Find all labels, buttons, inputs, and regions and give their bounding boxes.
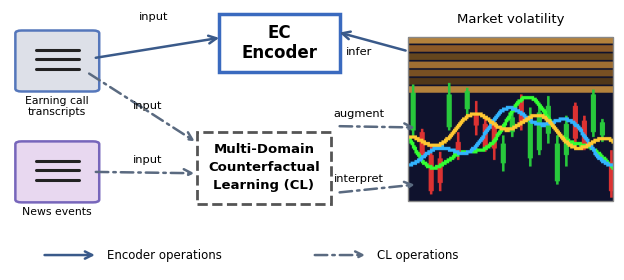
Text: input: input — [139, 12, 168, 22]
Text: News events: News events — [22, 207, 92, 216]
Text: Multi-Domain
Counterfactual
Learning (CL): Multi-Domain Counterfactual Learning (CL… — [208, 143, 319, 192]
Text: input: input — [133, 101, 162, 111]
Text: infer: infer — [346, 47, 372, 57]
Text: augment: augment — [333, 109, 384, 119]
FancyBboxPatch shape — [219, 14, 340, 72]
Text: interpret: interpret — [334, 174, 384, 184]
FancyBboxPatch shape — [16, 141, 99, 202]
Text: Earning call
transcripts: Earning call transcripts — [26, 96, 89, 117]
Bar — [197, 132, 331, 204]
Text: Encoder operations: Encoder operations — [107, 249, 222, 262]
FancyBboxPatch shape — [16, 31, 99, 92]
Text: CL operations: CL operations — [378, 249, 459, 262]
Text: input: input — [133, 155, 162, 165]
Text: Market volatility: Market volatility — [457, 13, 565, 26]
Bar — [408, 38, 613, 201]
Text: EC
Encoder: EC Encoder — [241, 24, 318, 62]
